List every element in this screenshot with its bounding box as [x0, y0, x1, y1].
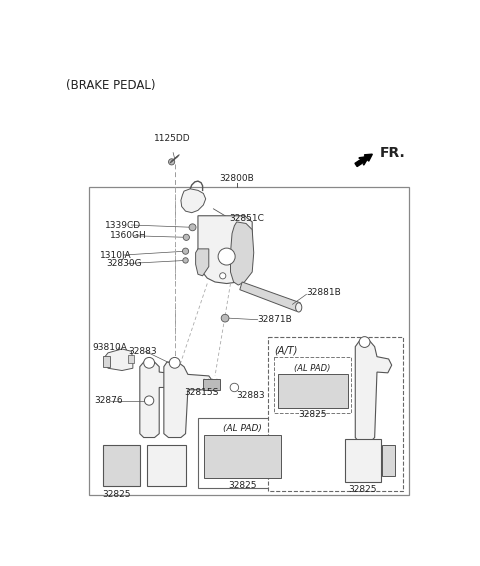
Text: 32876: 32876: [94, 396, 123, 405]
Polygon shape: [204, 435, 281, 478]
Text: 1360GH: 1360GH: [110, 231, 147, 241]
Polygon shape: [345, 439, 381, 482]
Circle shape: [359, 337, 370, 348]
Circle shape: [189, 224, 196, 231]
Text: (AL PAD): (AL PAD): [294, 363, 331, 372]
Text: 32871B: 32871B: [258, 315, 292, 324]
Circle shape: [230, 383, 239, 392]
Circle shape: [183, 258, 188, 263]
Text: 32825: 32825: [299, 410, 327, 419]
Circle shape: [144, 358, 155, 368]
Text: 1310JA: 1310JA: [100, 251, 132, 260]
Circle shape: [169, 358, 180, 368]
Text: (A/T): (A/T): [274, 345, 297, 355]
Text: 1125DD: 1125DD: [154, 134, 191, 143]
Text: 32825: 32825: [349, 485, 377, 494]
Text: 32883: 32883: [128, 347, 157, 356]
Text: 93810A: 93810A: [93, 343, 127, 352]
Polygon shape: [140, 362, 184, 438]
Polygon shape: [147, 445, 186, 486]
Circle shape: [220, 273, 226, 279]
Polygon shape: [278, 374, 348, 408]
Text: (BRAKE PEDAL): (BRAKE PEDAL): [66, 79, 156, 92]
Bar: [89, 187, 409, 495]
Bar: [103, 356, 109, 367]
Polygon shape: [196, 249, 209, 276]
FancyArrow shape: [355, 154, 372, 166]
Text: 32883: 32883: [237, 391, 265, 400]
Text: 1339CD: 1339CD: [105, 221, 141, 229]
Circle shape: [168, 159, 175, 165]
Bar: [128, 355, 134, 363]
Circle shape: [221, 314, 229, 322]
Polygon shape: [240, 282, 300, 311]
Polygon shape: [383, 445, 395, 476]
Bar: [204, 379, 220, 390]
Text: 32825: 32825: [103, 490, 131, 499]
Polygon shape: [103, 445, 140, 486]
Text: 32881B: 32881B: [306, 288, 341, 297]
Polygon shape: [105, 349, 133, 371]
Text: 32851C: 32851C: [229, 213, 264, 222]
Text: FR.: FR.: [379, 145, 405, 160]
Circle shape: [144, 396, 154, 405]
Polygon shape: [355, 341, 392, 442]
Circle shape: [182, 248, 189, 254]
Circle shape: [183, 234, 190, 241]
Text: 32830G: 32830G: [107, 259, 142, 268]
Bar: [274, 358, 351, 413]
Ellipse shape: [296, 303, 302, 312]
Circle shape: [218, 248, 235, 265]
Polygon shape: [181, 189, 206, 213]
Text: 32815S: 32815S: [185, 388, 219, 397]
Text: 32825: 32825: [228, 482, 256, 490]
Polygon shape: [198, 216, 252, 284]
Bar: [198, 418, 287, 487]
Polygon shape: [230, 222, 254, 285]
Bar: [268, 337, 403, 491]
Polygon shape: [164, 362, 214, 438]
Text: 32800B: 32800B: [219, 174, 254, 183]
Text: (AL PAD): (AL PAD): [223, 424, 262, 434]
